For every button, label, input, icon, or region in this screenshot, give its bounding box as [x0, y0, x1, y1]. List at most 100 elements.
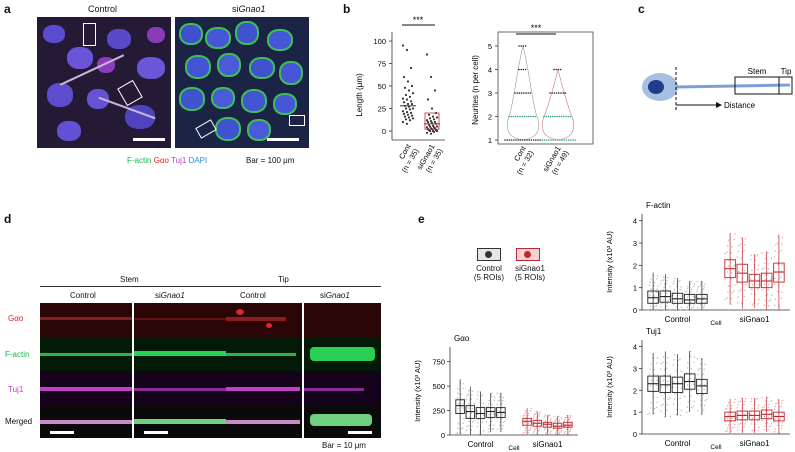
jitter-point — [553, 421, 555, 423]
jitter-point — [666, 292, 668, 295]
jitter-point — [659, 283, 662, 285]
jitter-point — [703, 409, 705, 411]
right-point — [520, 68, 522, 71]
jitter-point — [777, 424, 779, 427]
jitter-point — [523, 414, 526, 417]
left-point — [435, 129, 439, 133]
right-point — [560, 92, 562, 94]
d-stem-control: Control — [70, 291, 96, 300]
x-si: siGnao1 — [740, 439, 770, 448]
jitter-point — [763, 304, 766, 306]
legend-gao: Gαo — [153, 156, 169, 165]
jitter-point — [535, 428, 537, 430]
jitter-point — [539, 426, 541, 428]
jitter-point — [697, 296, 699, 299]
jitter-point — [491, 403, 493, 405]
jitter-point — [501, 403, 503, 405]
left-point — [408, 119, 412, 122]
d-row-gao: Gαo — [8, 314, 24, 323]
right-point — [527, 92, 529, 94]
left-point — [427, 113, 431, 116]
left-point — [409, 66, 413, 70]
jitter-point — [737, 296, 740, 298]
jitter-point — [731, 272, 733, 274]
right-point — [524, 45, 527, 47]
panel-d-bar: Bar = 10 μm — [322, 441, 366, 450]
jitter-point — [750, 423, 752, 425]
right-point — [519, 115, 521, 118]
jitter-point — [763, 283, 766, 286]
jitter-point — [669, 415, 671, 418]
right-point — [523, 115, 526, 118]
panel-a-bar: Bar = 100 μm — [246, 156, 295, 165]
left-point — [401, 120, 405, 124]
right-point — [530, 139, 533, 141]
jitter-point — [726, 407, 728, 410]
jitter-point — [704, 384, 706, 386]
legend-control-text: Control (5 ROIs) — [470, 264, 508, 282]
jitter-point — [538, 430, 540, 432]
box — [563, 421, 573, 428]
jitter-point — [553, 415, 555, 418]
jitter-point — [733, 414, 735, 416]
jitter-point — [724, 252, 727, 255]
jitter-point — [666, 305, 668, 308]
jitter-point — [543, 416, 546, 418]
left-ytick-label: 100 — [373, 37, 386, 46]
jitter-point — [570, 415, 572, 417]
jitter-point — [699, 285, 701, 288]
box — [683, 293, 696, 304]
right-point — [564, 92, 567, 94]
jitter-point — [679, 375, 682, 377]
jitter-point — [660, 303, 663, 305]
right-frame — [497, 31, 594, 145]
jitter-point — [730, 297, 733, 300]
jitter-point — [697, 307, 699, 309]
jitter-point — [669, 286, 671, 288]
jitter-point — [702, 288, 705, 290]
left-ytick-label: 50 — [378, 82, 386, 91]
jitter-point — [468, 407, 470, 409]
jitter-point — [738, 401, 740, 403]
jitter-point — [727, 427, 729, 429]
left-point — [431, 124, 435, 127]
right-point — [560, 115, 563, 118]
jitter-point — [734, 233, 736, 235]
jitter-point — [774, 304, 776, 307]
jitter-point — [680, 370, 682, 372]
jitter-point — [773, 283, 775, 286]
jitter-point — [690, 280, 692, 282]
right-point — [528, 139, 530, 141]
jitter-point — [660, 386, 662, 389]
d-stem-si: siGnao1 — [155, 291, 185, 300]
jitter-point — [756, 254, 759, 256]
jitter-point — [733, 290, 735, 292]
jitter-point — [726, 297, 728, 299]
jitter-point — [755, 255, 757, 257]
ytick-label: 4 — [633, 343, 637, 352]
jitter-point — [743, 403, 745, 406]
left-point — [435, 125, 439, 128]
jitter-point — [781, 425, 783, 427]
jitter-point — [692, 296, 695, 298]
jitter-point — [756, 397, 759, 399]
jitter-point — [765, 422, 767, 425]
jitter-point — [744, 244, 746, 246]
left-ylabel: Length (μm) — [355, 73, 364, 117]
jitter-point — [653, 308, 655, 311]
jitter-point — [466, 394, 468, 397]
left-point — [430, 107, 434, 110]
right-ytick-label: 3 — [488, 89, 492, 98]
jitter-point — [481, 421, 484, 424]
jitter-point — [733, 264, 735, 267]
jitter-point — [662, 361, 664, 363]
jitter-point — [669, 373, 671, 376]
jitter-point — [524, 422, 526, 424]
jitter-point — [477, 391, 479, 393]
right-point — [543, 139, 546, 141]
jitter-point — [761, 268, 764, 271]
jitter-point — [496, 392, 498, 395]
jitter-point — [780, 249, 782, 251]
jitter-point — [457, 388, 460, 390]
jitter-point — [527, 432, 529, 434]
